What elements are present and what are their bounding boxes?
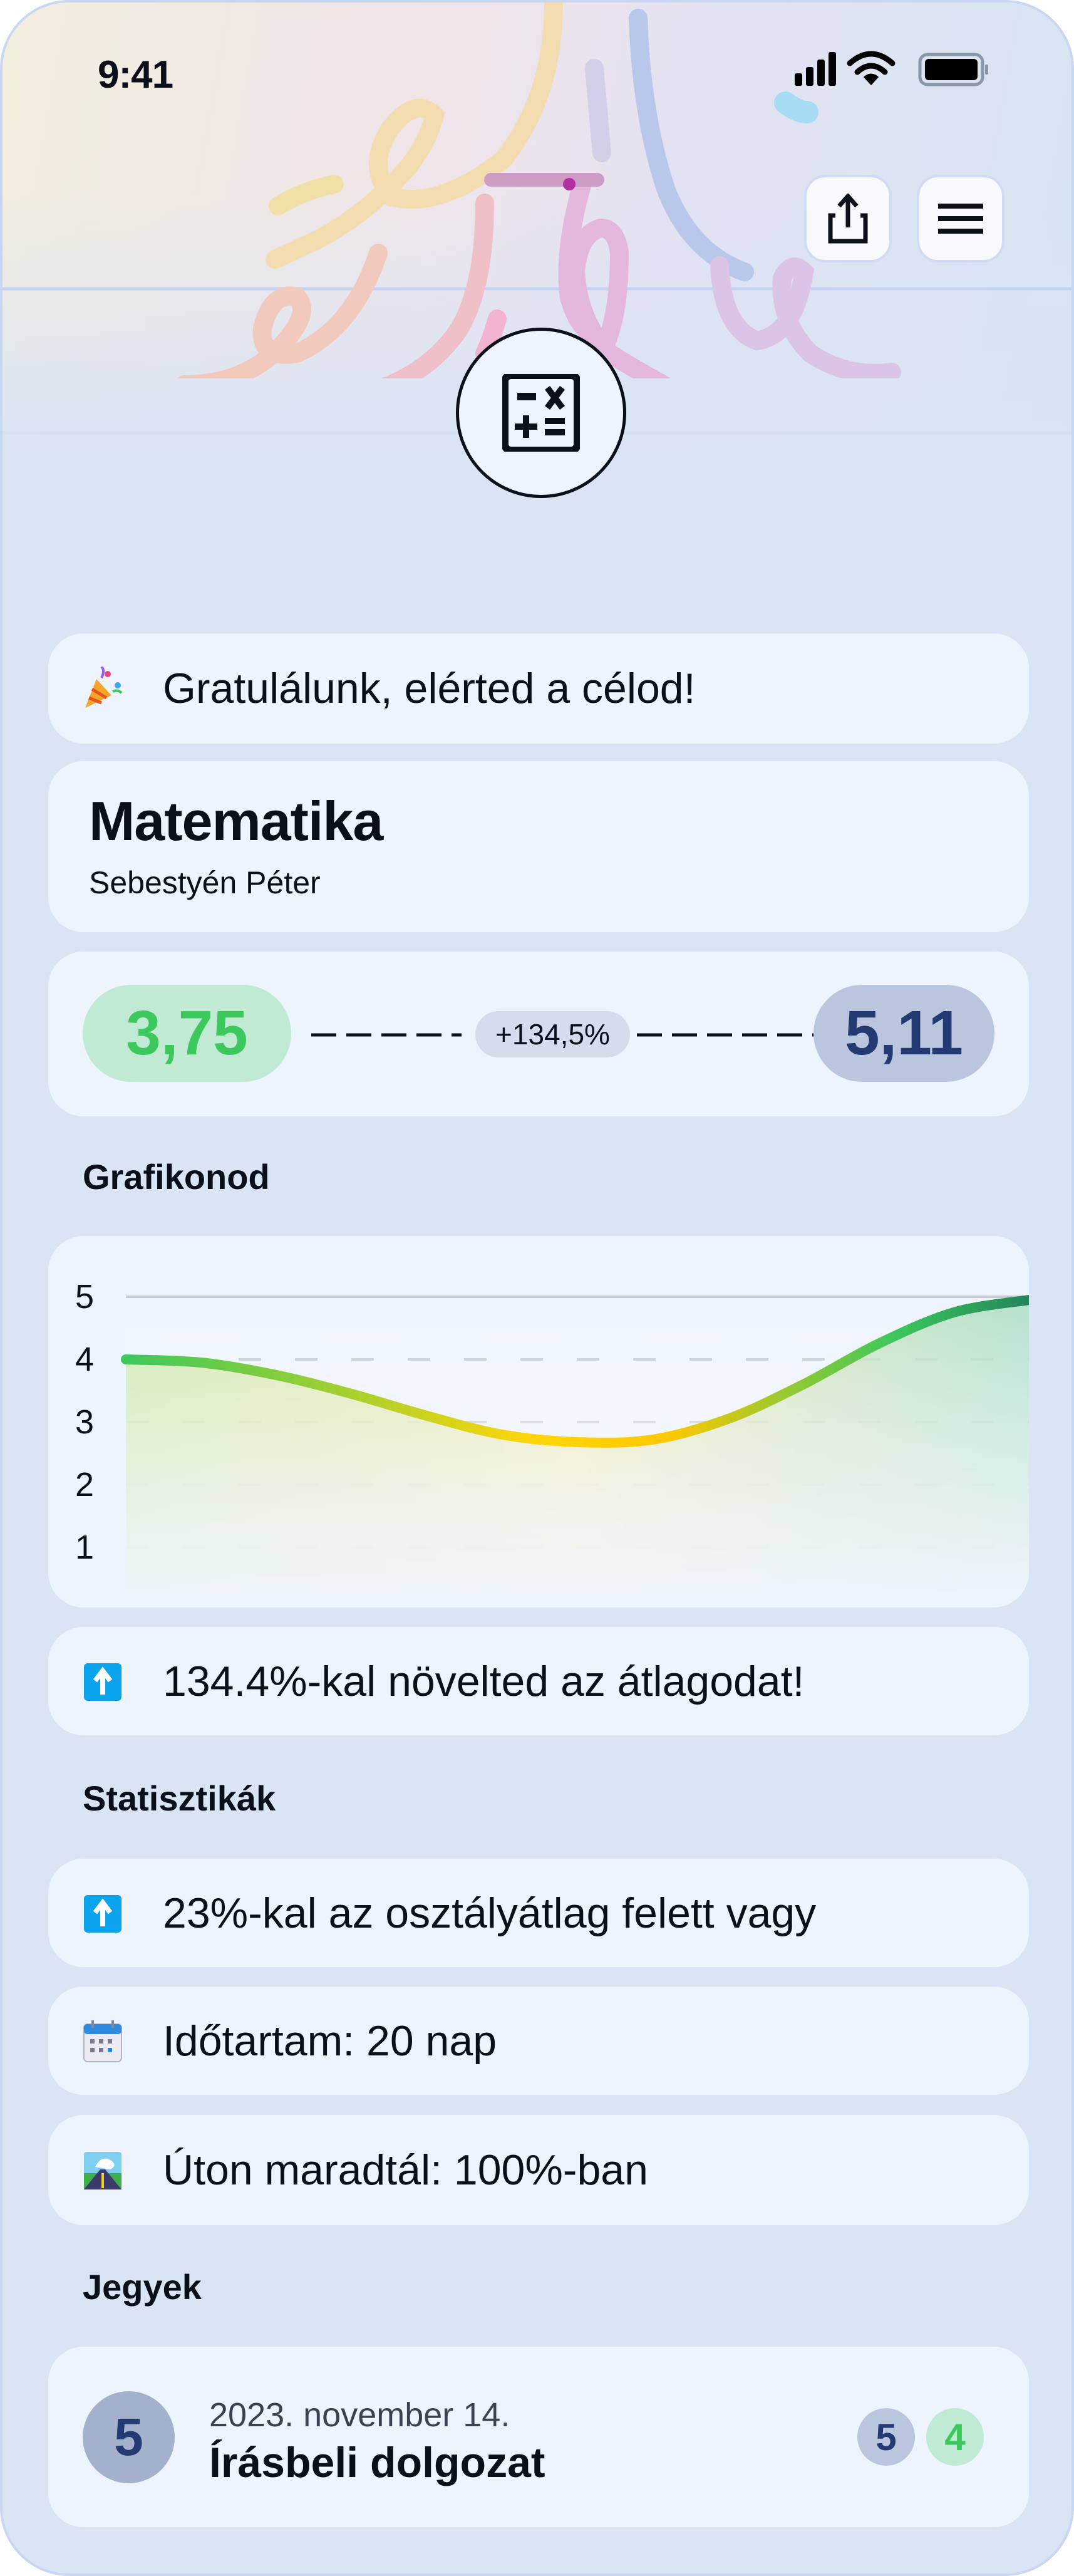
subject-title: Matematika [89, 790, 383, 852]
stats-section-title: Statisztikák [83, 1779, 276, 1818]
stat-text: Úton maradtál: 100%-ban [163, 2146, 648, 2194]
signal-icon [795, 52, 836, 86]
subject-icon-badge [456, 328, 626, 498]
current-average: 5,11 [813, 985, 994, 1082]
stat-on-track: Úton maradtál: 100%-ban [48, 2115, 1029, 2225]
improvement-text: 134.4%-kal növelted az átlagodat! [163, 1657, 805, 1705]
menu-button[interactable] [917, 175, 1004, 262]
y-tick-label: 4 [75, 1341, 94, 1378]
stat-class-average: 23%-kal az osztályátlag felett vagy [48, 1859, 1029, 1967]
party-popper-icon [85, 667, 123, 708]
battery-icon [918, 53, 988, 86]
stat-duration: Időtartam: 20 nap [48, 1987, 1029, 2095]
stat-text: Időtartam: 20 nap [163, 2017, 497, 2065]
goal-banner: Gratulálunk, elérted a célod! [48, 633, 1029, 744]
chart-area-fade [126, 1299, 1029, 1607]
change-badge: +134,5% [475, 1011, 630, 1057]
y-tick-label: 2 [75, 1466, 94, 1504]
status-icons [795, 51, 988, 86]
road-icon [84, 2152, 121, 2189]
up-arrow-icon [84, 1894, 121, 1933]
status-time: 9:41 [98, 53, 173, 96]
subject-card: Matematika Sebestyén Péter [48, 761, 1029, 932]
progress-card: 3,75 +134,5% 5,11 [48, 952, 1029, 1116]
grades-section-title: Jegyek [83, 2267, 202, 2307]
chart-section-title: Grafikonod [83, 1157, 270, 1197]
grade-badge: 5 [83, 2391, 175, 2483]
student-name: Sebestyén Péter [89, 865, 321, 900]
grade-title: Írásbeli dolgozat [209, 2439, 545, 2486]
up-arrow-icon [84, 1663, 121, 1701]
share-icon [828, 194, 868, 244]
chart-card: 5 4 3 2 1 [48, 1236, 1029, 1607]
wifi-icon [847, 51, 896, 86]
grade-chip: 5 [857, 2408, 915, 2466]
grade-chip: 4 [926, 2408, 984, 2466]
decorative-squiggles [177, 3, 901, 378]
goal-banner-text: Gratulálunk, elérted a célod! [163, 665, 696, 712]
share-button[interactable] [804, 175, 892, 262]
y-tick-label: 3 [75, 1403, 94, 1441]
grade-row[interactable]: 5 2023. november 14. Írásbeli dolgozat 5… [48, 2347, 1029, 2527]
grade-date: 2023. november 14. [209, 2396, 510, 2434]
y-tick-label: 1 [75, 1529, 94, 1566]
hamburger-menu-icon [938, 204, 983, 234]
grade-chart: 5 4 3 2 1 [75, 1278, 1029, 1607]
chart-line [121, 1295, 1029, 1448]
y-tick-label: 5 [75, 1278, 94, 1316]
start-average: 3,75 [83, 985, 291, 1082]
improvement-card: 134.4%-kal növelted az átlagodat! [48, 1627, 1029, 1735]
calendar-icon [83, 2020, 122, 2062]
stat-text: 23%-kal az osztályátlag felett vagy [163, 1889, 817, 1937]
calculator-icon [502, 374, 580, 452]
